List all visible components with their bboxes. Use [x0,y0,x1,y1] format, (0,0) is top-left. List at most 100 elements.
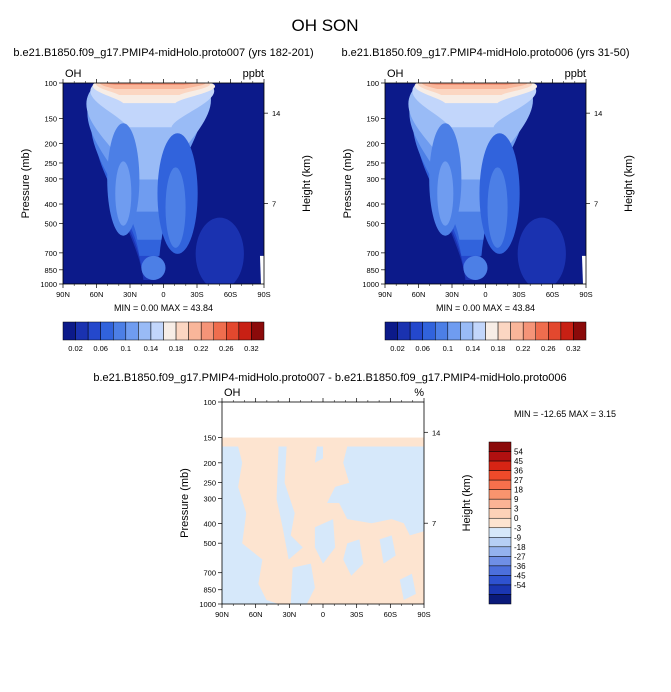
variable-label: OH [224,387,241,399]
colorbar-label: 0.02 [68,344,83,353]
x-tick-label: 30S [350,610,363,619]
y-tick-label: 400 [44,200,57,209]
colorbar-label: 0.06 [415,344,430,353]
colorbar-label: -9 [514,533,522,542]
colorbar-label: 0.06 [93,344,108,353]
x-tick-label: 90S [579,290,592,299]
colorbar-box [488,470,512,481]
colorbar-box [226,321,240,341]
y-axis-label: Pressure (mb) [179,468,191,538]
x-tick-label: 30S [512,290,525,299]
colorbar-label: 0.02 [390,344,405,353]
colorbar-box [150,321,164,341]
contour-band [290,563,315,604]
contour-field [63,83,264,284]
colorbar-label: 27 [514,476,523,485]
y-tick-label: 500 [44,219,57,228]
colorbar-box [488,584,512,595]
x-tick-label: 30N [123,290,137,299]
colorbar-box [488,479,512,490]
contour-band [517,217,566,284]
colorbar-box [488,575,512,586]
colorbar-box [560,321,574,341]
colorbar-box [488,441,512,452]
y-tick-label: 400 [366,200,379,209]
x-tick-label: 0 [483,290,487,299]
min-max-text: MIN = 0.00 MAX = 43.84 [436,303,535,313]
x-tick-label: 60S [546,290,559,299]
contour-band [314,446,323,463]
height-tick-label: 14 [594,109,602,118]
colorbar-label: 0.26 [219,344,234,353]
y-axis-label: Pressure (mb) [20,149,32,219]
colorbar-box [472,321,486,341]
y-tick-label: 850 [203,586,216,595]
panel-right: b.e21.B1850.f09_g17.PMIP4-midHolo.proto0… [341,47,635,353]
y-tick-label: 700 [366,249,379,258]
colorbar-label: 0.18 [491,344,506,353]
contour-band [195,217,244,284]
x-tick-label: 90S [257,290,270,299]
height-tick-label: 7 [432,519,436,528]
y-tick-label: 500 [203,539,216,548]
y-tick-label: 300 [203,494,216,503]
min-max-text: MIN = -12.65 MAX = 3.15 [514,409,616,419]
y-tick-label: 250 [44,159,57,168]
colorbar-box [238,321,252,341]
y-tick-label: 250 [203,478,216,487]
unit-label: ppbt [243,68,264,80]
x-tick-label: 30S [190,290,203,299]
x-tick-label: 60N [249,610,263,619]
contour-band [276,446,303,560]
colorbar-label: 0.22 [194,344,209,353]
contour-band [581,255,586,284]
x-tick-label: 30N [445,290,459,299]
y-tick-label: 200 [366,140,379,149]
colorbar-label: 0.1 [443,344,453,353]
colorbar-box [488,594,512,605]
colorbar-box [188,321,202,341]
y-tick-label: 1000 [362,280,379,289]
contour-band [165,167,186,248]
y-tick-label: 850 [366,266,379,275]
colorbar-box [488,546,512,557]
contour-field [222,402,424,604]
colorbar-label: 0.22 [516,344,531,353]
colorbar-label: 36 [514,467,523,476]
x-tick-label: 0 [321,610,325,619]
colorbar-label: 45 [514,457,523,466]
contour-band [487,167,508,248]
colorbar-box [213,321,227,341]
x-tick-label: 90N [215,610,229,619]
colorbar-box [113,321,127,341]
colorbar-box [125,321,139,341]
colorbar-label: 18 [514,486,523,495]
colorbar-label: -18 [514,543,526,552]
colorbar-label: -45 [514,571,526,580]
colorbar-label: 9 [514,495,519,504]
colorbar-label: -54 [514,581,526,590]
y-tick-label: 500 [366,219,379,228]
colorbar-box [384,321,398,341]
y-axis-label: Pressure (mb) [342,149,354,219]
x-tick-label: 90N [378,290,392,299]
colorbar-label: -3 [514,524,522,533]
colorbar-box [251,321,265,341]
y-tick-label: 400 [203,520,216,529]
contour-band [399,573,416,600]
panel-title: b.e21.B1850.f09_g17.PMIP4-midHolo.proto0… [341,47,629,59]
panel-title: b.e21.B1850.f09_g17.PMIP4-midHolo.proto0… [93,372,566,384]
colorbar-label: -36 [514,562,526,571]
colorbar-box [510,321,524,341]
colorbar-box [460,321,474,341]
panel-difference: b.e21.B1850.f09_g17.PMIP4-midHolo.proto0… [93,372,616,619]
colorbar-box [409,321,423,341]
colorbar-box [488,498,512,509]
colorbar-box [62,321,76,341]
colorbar-label: 0 [514,514,519,523]
y-tick-label: 150 [366,114,379,123]
colorbar-box [485,321,499,341]
min-max-text: MIN = 0.00 MAX = 43.84 [114,303,213,313]
contour-band [105,83,196,86]
